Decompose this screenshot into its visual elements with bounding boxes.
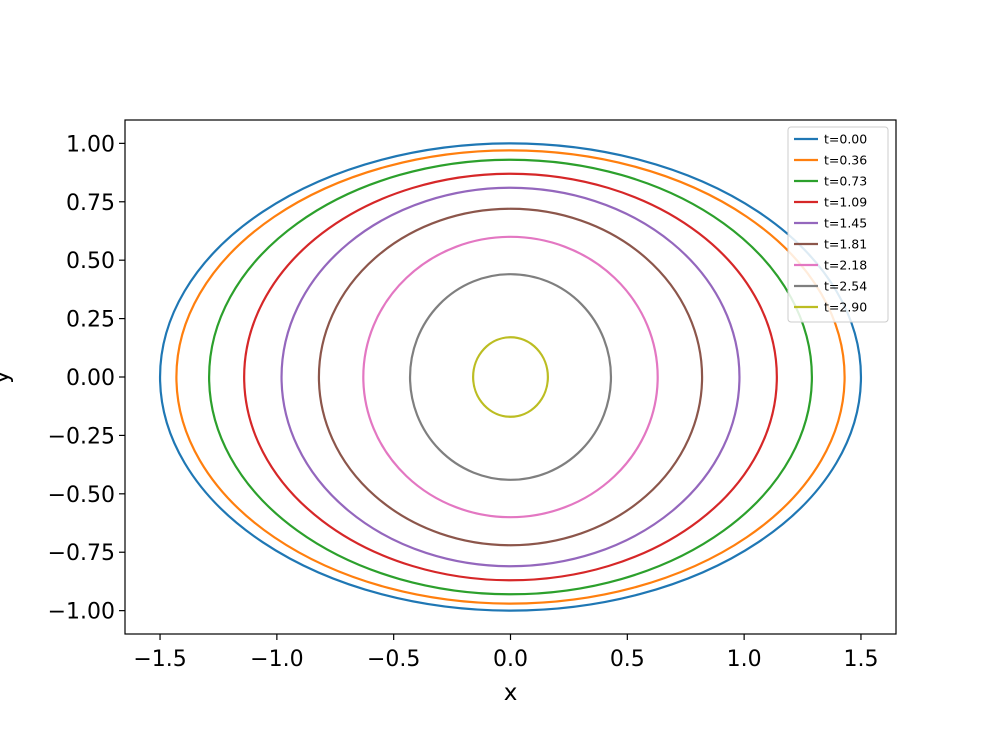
y-tick-label: −1.00 xyxy=(48,600,115,625)
x-tick-label: −1.5 xyxy=(133,647,186,672)
series-curve xyxy=(362,235,659,519)
legend-entry: t=0.73 xyxy=(824,174,867,189)
series-curve xyxy=(317,207,704,547)
x-tick-label: −0.5 xyxy=(367,647,420,672)
x-tick-label: 1.5 xyxy=(843,647,878,672)
series-curve xyxy=(408,273,613,481)
series-curve xyxy=(472,336,549,418)
y-tick-label: −0.50 xyxy=(48,483,115,508)
y-tick-label: 1.00 xyxy=(66,132,115,157)
series-curve xyxy=(243,172,778,582)
y-tick-label: 0.25 xyxy=(66,308,115,333)
legend-entry: t=0.36 xyxy=(824,153,867,168)
series-curve xyxy=(175,149,846,605)
x-tick-label: 1.0 xyxy=(727,647,762,672)
legend-box xyxy=(787,126,889,323)
legend-entry: t=2.90 xyxy=(824,300,867,315)
legend: t=0.00 t=0.36 t=0.73 t=1.09 t=1.45 t=1.81 t=2.… xyxy=(787,126,889,323)
y-axis-ticks: 1.00 0.75 0.50 0.25 0.00 −0.25 −0.50 −0.75 −1.00 xyxy=(48,132,125,625)
y-tick-label: 0.75 xyxy=(66,191,115,216)
legend-entry: t=0.00 xyxy=(824,132,867,147)
y-tick-label: −0.75 xyxy=(48,541,115,566)
x-axis-label: x xyxy=(504,680,518,706)
legend-entry: t=1.81 xyxy=(824,237,867,252)
y-tick-label: −0.25 xyxy=(48,424,115,449)
series-curves xyxy=(158,142,863,612)
x-tick-label: 0.5 xyxy=(610,647,645,672)
x-axis-ticks: −1.5 −1.0 −0.5 0.0 0.5 1.0 1.5 xyxy=(133,634,878,672)
series-curve xyxy=(280,186,741,568)
series-curve xyxy=(208,158,813,596)
y-axis-label: y xyxy=(0,370,14,384)
legend-entry: t=2.18 xyxy=(824,258,867,273)
series-curve xyxy=(158,142,863,612)
legend-entry: t=2.54 xyxy=(824,279,867,294)
legend-entry: t=1.09 xyxy=(824,195,867,210)
x-tick-label: 0.0 xyxy=(493,647,528,672)
x-tick-label: −1.0 xyxy=(250,647,303,672)
legend-entry: t=1.45 xyxy=(824,216,867,231)
y-tick-label: 0.00 xyxy=(66,366,115,391)
plot-frame xyxy=(124,119,897,635)
y-tick-label: 0.50 xyxy=(66,249,115,274)
